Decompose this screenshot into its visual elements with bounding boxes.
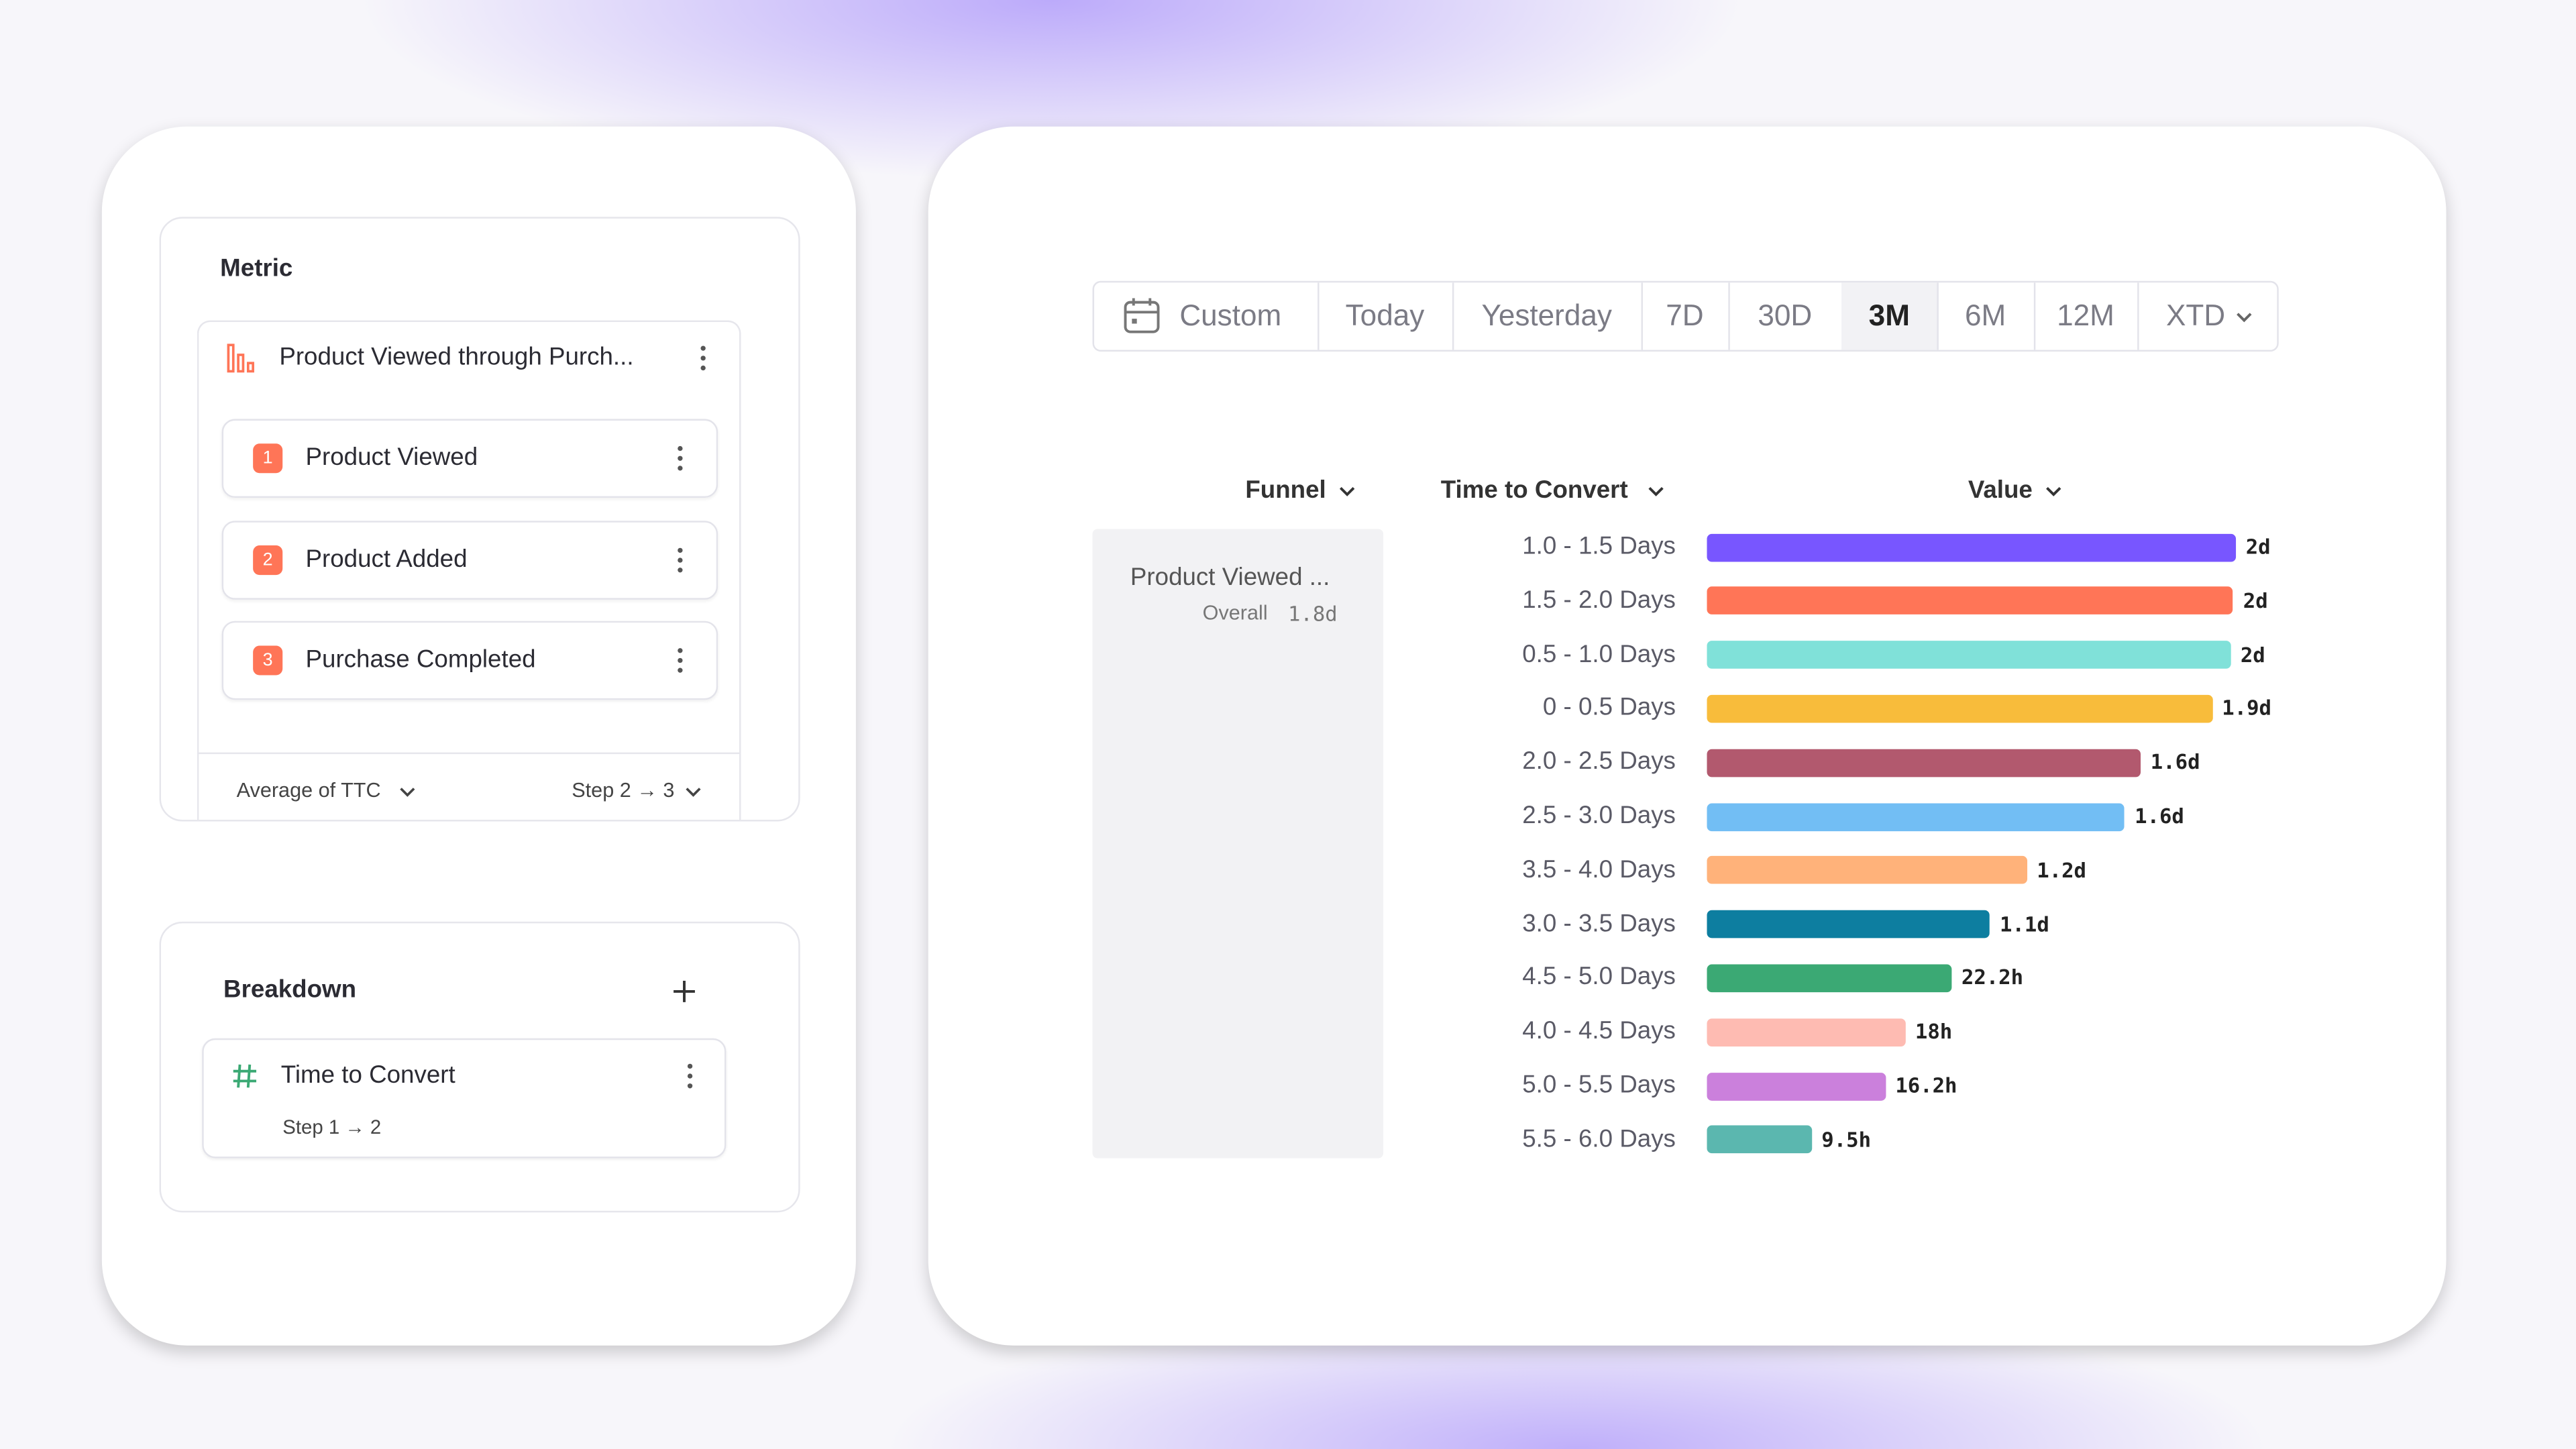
- date-option-label: 30D: [1758, 299, 1813, 332]
- chevron: [1339, 486, 1355, 496]
- add-button[interactable]: [672, 979, 697, 1004]
- category-label: 0 - 0.5 Days: [1542, 694, 1676, 722]
- date-option[interactable]: 30D: [1728, 282, 1843, 350]
- breakdown-title: Breakdown: [223, 975, 357, 1004]
- value-label: 16.2h: [1895, 1073, 1957, 1097]
- date-option[interactable]: 3M: [1841, 282, 1939, 350]
- chevron: [1648, 486, 1664, 496]
- date-option[interactable]: XTD: [2137, 282, 2277, 350]
- category-label: 5.0 - 5.5 Days: [1522, 1071, 1676, 1099]
- date-option-label: Yesterday: [1481, 299, 1612, 332]
- chevron: [686, 788, 701, 797]
- more-button[interactable]: [677, 445, 684, 472]
- bar: [1707, 587, 2234, 615]
- category-label: 1.0 - 1.5 Days: [1522, 532, 1676, 561]
- date-option[interactable]: 12M: [2034, 282, 2139, 350]
- bar: [1707, 1018, 1906, 1046]
- metric-card[interactable]: [197, 320, 741, 820]
- date-option-label: Custom: [1179, 299, 1282, 332]
- step-label: Purchase Completed: [305, 645, 536, 674]
- value-label: 2d: [2243, 588, 2268, 612]
- value-label: 18h: [1915, 1018, 1953, 1044]
- category-label: 4.0 - 4.5 Days: [1522, 1017, 1676, 1046]
- breakdown-property: Time to Convert: [280, 1061, 455, 1089]
- date-range-bar: Custom Today Yesterday 7D 30D 3M 6M 12M XTD: [1092, 280, 2279, 352]
- chevron: [2237, 313, 2252, 323]
- column-header[interactable]: Funnel: [1245, 476, 1326, 504]
- metric-title: Metric: [220, 254, 293, 283]
- step-label: Product Viewed: [305, 443, 478, 472]
- more-button[interactable]: [700, 345, 706, 371]
- step-select[interactable]: Step 2 → 3: [572, 778, 675, 802]
- bar: [1707, 910, 1990, 938]
- calendar-icon: [1124, 298, 1160, 333]
- breakdown-panel: [159, 921, 800, 1213]
- more-button[interactable]: [677, 547, 684, 574]
- overall-label: Overall: [1202, 601, 1268, 625]
- step-card[interactable]: 2 Product Added: [221, 521, 718, 600]
- step-number: 2: [253, 545, 283, 576]
- bar: [1707, 964, 1952, 992]
- category-label: 2.0 - 2.5 Days: [1522, 747, 1676, 776]
- value-label: 1.6d: [2135, 803, 2184, 828]
- funnel-column: [1092, 529, 1384, 1159]
- column-header[interactable]: Value: [1968, 476, 2033, 504]
- step-card[interactable]: 3 Purchase Completed: [221, 621, 718, 700]
- column-header[interactable]: Time to Convert: [1440, 476, 1628, 504]
- hash-icon: [233, 1064, 257, 1088]
- more-button[interactable]: [687, 1063, 694, 1089]
- date-option-label: XTD: [2165, 299, 2226, 332]
- value-label: 2d: [2245, 533, 2271, 559]
- aggregation-select[interactable]: Average of TTC: [236, 778, 381, 802]
- date-option-label: 3M: [1868, 299, 1910, 332]
- category-label: 3.0 - 3.5 Days: [1522, 909, 1676, 938]
- metric-name: Product Viewed through Purch...: [279, 343, 634, 372]
- chevron: [2046, 486, 2061, 496]
- category-label: 5.5 - 6.0 Days: [1522, 1125, 1676, 1153]
- value-label: 9.5h: [1821, 1126, 1872, 1152]
- divider: [197, 752, 740, 755]
- value-label: 22.2h: [1961, 965, 2024, 990]
- date-option-label: 7D: [1666, 299, 1704, 332]
- date-option-label: 12M: [2057, 299, 2114, 332]
- bar: [1707, 641, 2231, 669]
- funnel-name: Product Viewed ...: [1130, 564, 1330, 592]
- breakdown-step: Step 1 → 2: [282, 1115, 382, 1139]
- bar: [1707, 1126, 1812, 1154]
- bar: [1707, 802, 2125, 830]
- step-number: 1: [253, 443, 283, 474]
- funnel-icon: [227, 343, 254, 373]
- overall-value: 1.8d: [1288, 601, 1338, 627]
- step-number: 3: [253, 645, 283, 676]
- step-label: Product Added: [305, 545, 468, 574]
- category-label: 1.5 - 2.0 Days: [1522, 586, 1676, 614]
- date-option[interactable]: 7D: [1642, 282, 1730, 350]
- date-option-label: Today: [1345, 299, 1425, 332]
- chevron: [400, 788, 415, 797]
- value-label: 1.1d: [2000, 911, 2049, 936]
- date-option[interactable]: Yesterday: [1452, 282, 1643, 350]
- bar: [1707, 856, 2027, 885]
- date-option[interactable]: Custom: [1094, 282, 1320, 350]
- date-option-label: 6M: [1964, 299, 2006, 332]
- value-label: 1.2d: [2037, 857, 2086, 882]
- bar: [1707, 1071, 1886, 1100]
- date-option[interactable]: Today: [1318, 282, 1454, 350]
- category-label: 4.5 - 5.0 Days: [1522, 963, 1676, 991]
- value-label: 1.9d: [2222, 695, 2271, 720]
- category-label: 2.5 - 3.0 Days: [1522, 802, 1676, 830]
- bar: [1707, 694, 2212, 723]
- metric-panel: [159, 217, 800, 822]
- date-option[interactable]: 6M: [1937, 282, 2036, 350]
- value-label: 2d: [2240, 641, 2265, 667]
- bar: [1707, 533, 2237, 561]
- step-card[interactable]: 1 Product Viewed: [221, 419, 718, 498]
- category-label: 0.5 - 1.0 Days: [1522, 640, 1676, 668]
- value-label: 1.6d: [2150, 749, 2200, 774]
- more-button[interactable]: [677, 647, 684, 674]
- bar: [1707, 748, 2141, 777]
- breakdown-card[interactable]: [202, 1038, 727, 1159]
- category-label: 3.5 - 4.0 Days: [1522, 855, 1676, 884]
